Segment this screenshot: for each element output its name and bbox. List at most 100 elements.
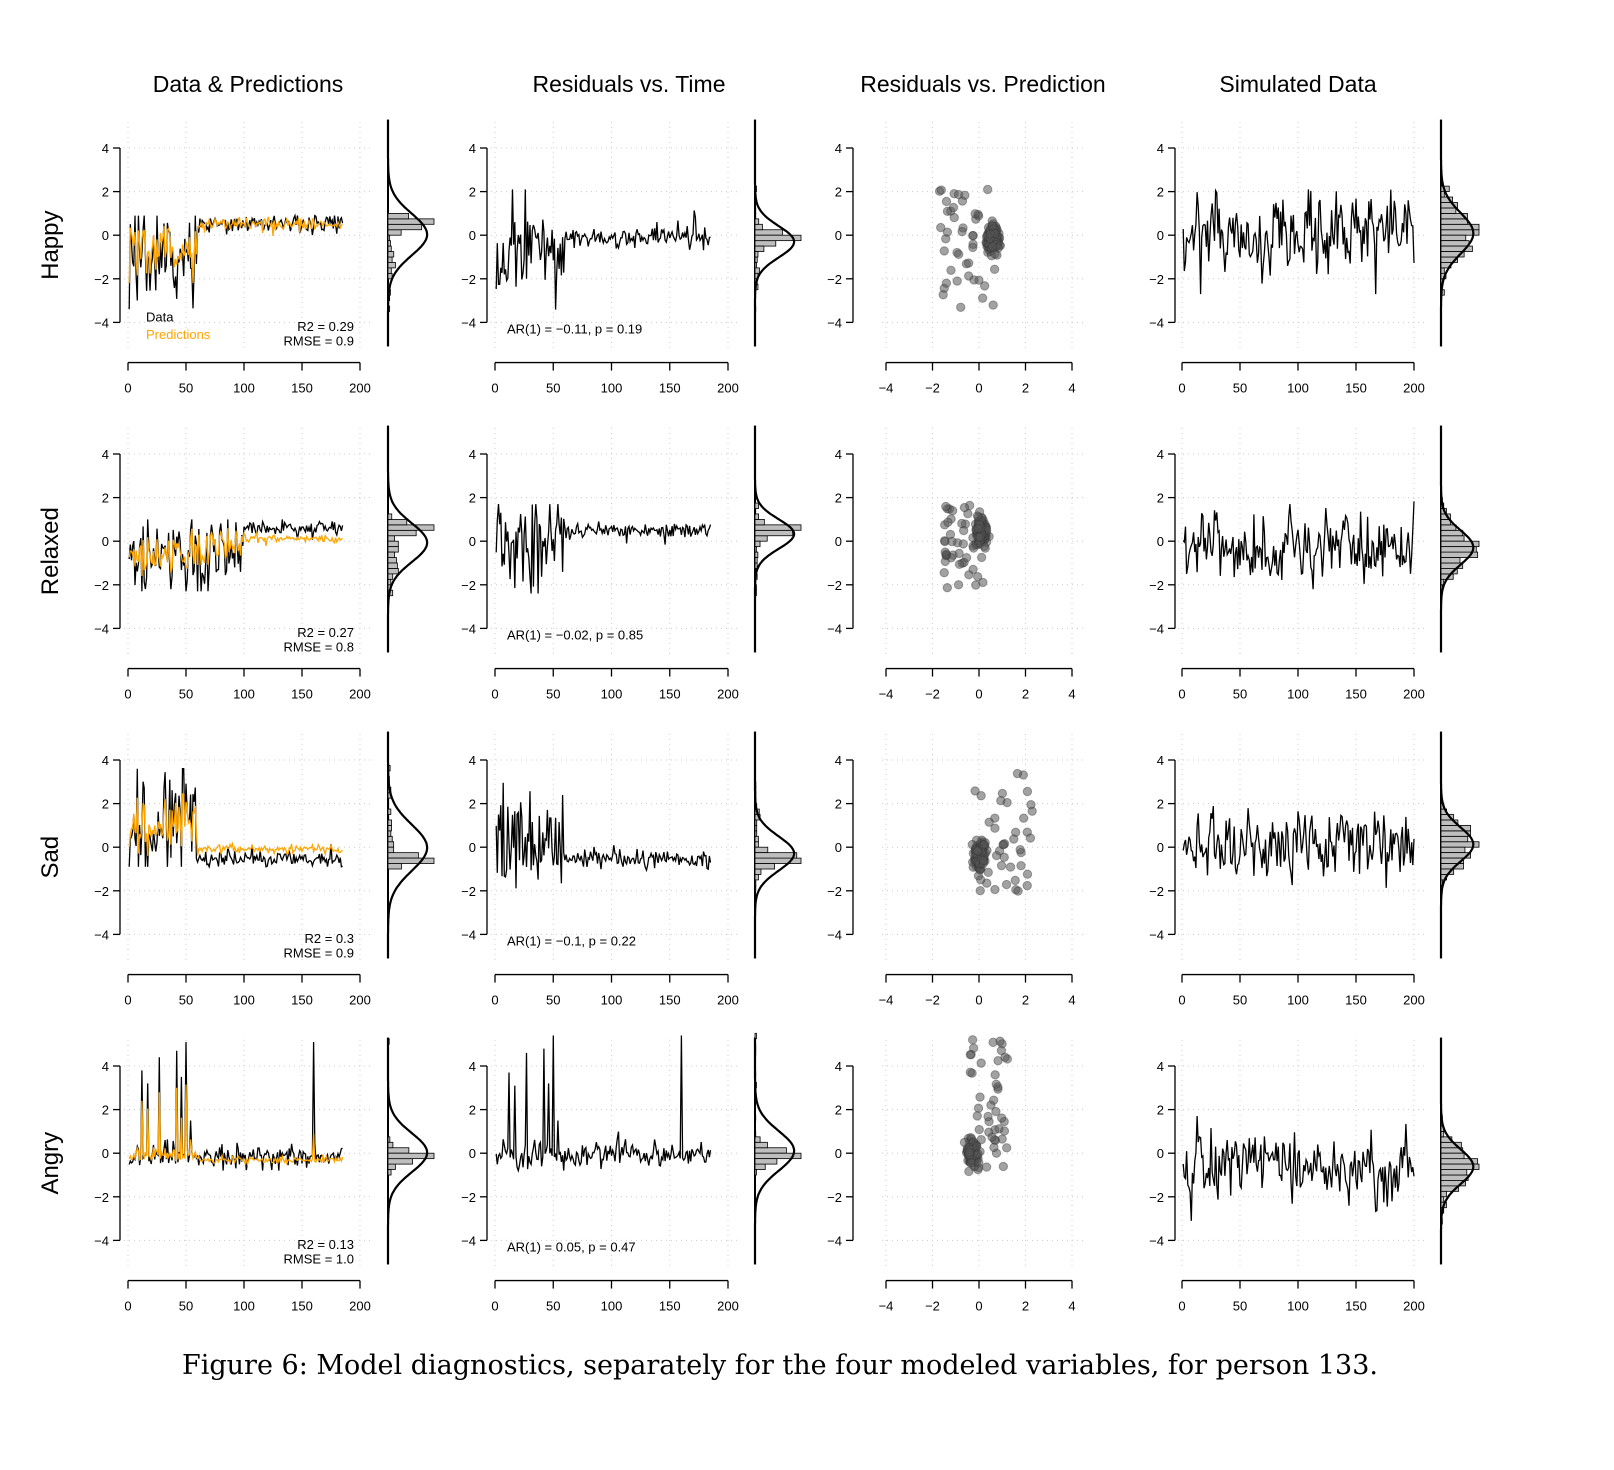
scatter-point — [983, 867, 993, 878]
y-tick-label: 0 — [1157, 840, 1164, 855]
histogram-bar — [754, 245, 765, 252]
histogram-bar — [1440, 846, 1466, 854]
y-tick-label: 2 — [469, 491, 476, 506]
rmse-label: RMSE = 0.8 — [284, 639, 354, 654]
y-tick-label: −2 — [827, 272, 842, 287]
y-tick-label: −2 — [827, 578, 842, 593]
scatter-point — [1022, 869, 1033, 879]
y-tick-label: 0 — [835, 534, 842, 549]
scatter-point — [960, 190, 970, 200]
normal-density-curve — [386, 119, 429, 347]
histogram-bar — [754, 1147, 787, 1154]
y-tick-label: −2 — [94, 1190, 109, 1205]
scatter-point — [993, 1056, 1003, 1066]
y-tick-label: 2 — [835, 185, 842, 200]
histogram-bar — [387, 251, 395, 258]
x-tick-label: −4 — [879, 993, 894, 1008]
histogram-bar — [1440, 1190, 1447, 1198]
x-tick-label: 200 — [1403, 993, 1425, 1008]
histogram-bar — [754, 508, 757, 515]
prediction-series-line — [128, 1084, 344, 1167]
histogram-bar — [754, 841, 759, 848]
histogram-bar — [387, 240, 391, 247]
histogram-bar — [1440, 1152, 1465, 1160]
scatter-point — [1025, 833, 1036, 843]
histogram-bar — [754, 863, 775, 870]
scatter-point — [970, 786, 980, 796]
r2-label: R2 = 0.29 — [297, 319, 354, 334]
x-tick-label: 150 — [1345, 993, 1367, 1008]
x-tick-label: 100 — [233, 687, 255, 702]
x-tick-label: 0 — [124, 381, 131, 396]
scatter-point — [941, 501, 951, 512]
histogram-bar — [387, 1141, 394, 1149]
histogram-bar — [1440, 568, 1458, 575]
prediction-series-line — [128, 793, 343, 857]
y-tick-label: −2 — [1149, 884, 1164, 899]
y-tick-label: −4 — [1149, 1233, 1164, 1248]
y-tick-label: −4 — [94, 315, 109, 330]
normal-density-curve — [753, 119, 796, 347]
histogram-bar — [387, 557, 397, 564]
histogram-bar — [387, 234, 391, 242]
histogram-bar — [754, 1131, 757, 1138]
scatter-point — [1005, 862, 1016, 872]
scatter-point — [982, 184, 993, 195]
histogram-bar — [387, 578, 392, 586]
x-tick-label: 0 — [124, 1299, 131, 1314]
scatter-point — [936, 222, 946, 233]
y-tick-label: 2 — [1157, 1103, 1164, 1118]
scatter-point — [949, 212, 959, 223]
histogram-bar — [387, 267, 392, 274]
x-tick-label: 100 — [1287, 1299, 1309, 1314]
scatter-point — [1015, 845, 1025, 855]
histogram-bar — [754, 884, 757, 892]
scatter-point — [989, 264, 1000, 275]
prediction-series-line — [128, 528, 343, 577]
histogram-bar — [754, 519, 765, 526]
x-tick-label: 200 — [349, 381, 371, 396]
histogram-bar — [387, 814, 390, 821]
x-tick-label: 50 — [179, 1299, 193, 1314]
histogram-bar — [1440, 267, 1445, 274]
y-tick-label: 0 — [102, 534, 109, 549]
scatter-point — [968, 543, 979, 553]
panel-angry-3: 4 2 0 −2 −4 0 50 100 150 200 — [1149, 1037, 1480, 1314]
simulated-series-line — [1182, 805, 1415, 888]
histogram-bar — [754, 857, 802, 864]
histogram-bar — [754, 524, 802, 531]
scatter-point — [953, 249, 964, 259]
histogram-bar — [754, 1163, 766, 1170]
histogram-bar — [387, 535, 395, 542]
histogram-bar — [754, 513, 759, 520]
x-tick-label: 50 — [546, 687, 560, 702]
residual-series-line — [495, 782, 712, 889]
scatter-point — [996, 795, 1006, 806]
rmse-label: RMSE = 1.0 — [284, 1251, 354, 1266]
histogram-bar — [754, 223, 763, 231]
y-tick-label: −2 — [461, 272, 476, 287]
x-tick-label: 0 — [124, 993, 131, 1008]
x-tick-label: 200 — [717, 687, 739, 702]
histogram-bar — [1440, 251, 1465, 258]
scatter-point — [987, 1132, 997, 1142]
histogram-bar — [387, 1169, 392, 1176]
histogram-bar — [387, 841, 395, 848]
panel-relaxed-1: 4 2 0 −2 −4 0 50 100 150 200 AR(1) = −0.02, p = 0.… — [461, 425, 802, 702]
normal-density-curve — [386, 1037, 429, 1265]
scatter-point — [947, 506, 958, 516]
data-series-line — [128, 1041, 343, 1171]
histogram-bar — [387, 825, 392, 832]
y-tick-label: 4 — [1157, 753, 1164, 768]
x-tick-label: −4 — [879, 1299, 894, 1314]
scatter-point — [1009, 834, 1019, 844]
scatter-point — [1013, 886, 1023, 896]
prediction-series-line — [128, 216, 343, 284]
histogram-bar — [754, 240, 777, 247]
scatter-point — [969, 275, 979, 285]
scatter-point — [1000, 1052, 1010, 1062]
histogram-bar — [387, 1136, 391, 1143]
histogram-bar — [1440, 825, 1471, 832]
y-tick-label: −4 — [827, 621, 842, 636]
